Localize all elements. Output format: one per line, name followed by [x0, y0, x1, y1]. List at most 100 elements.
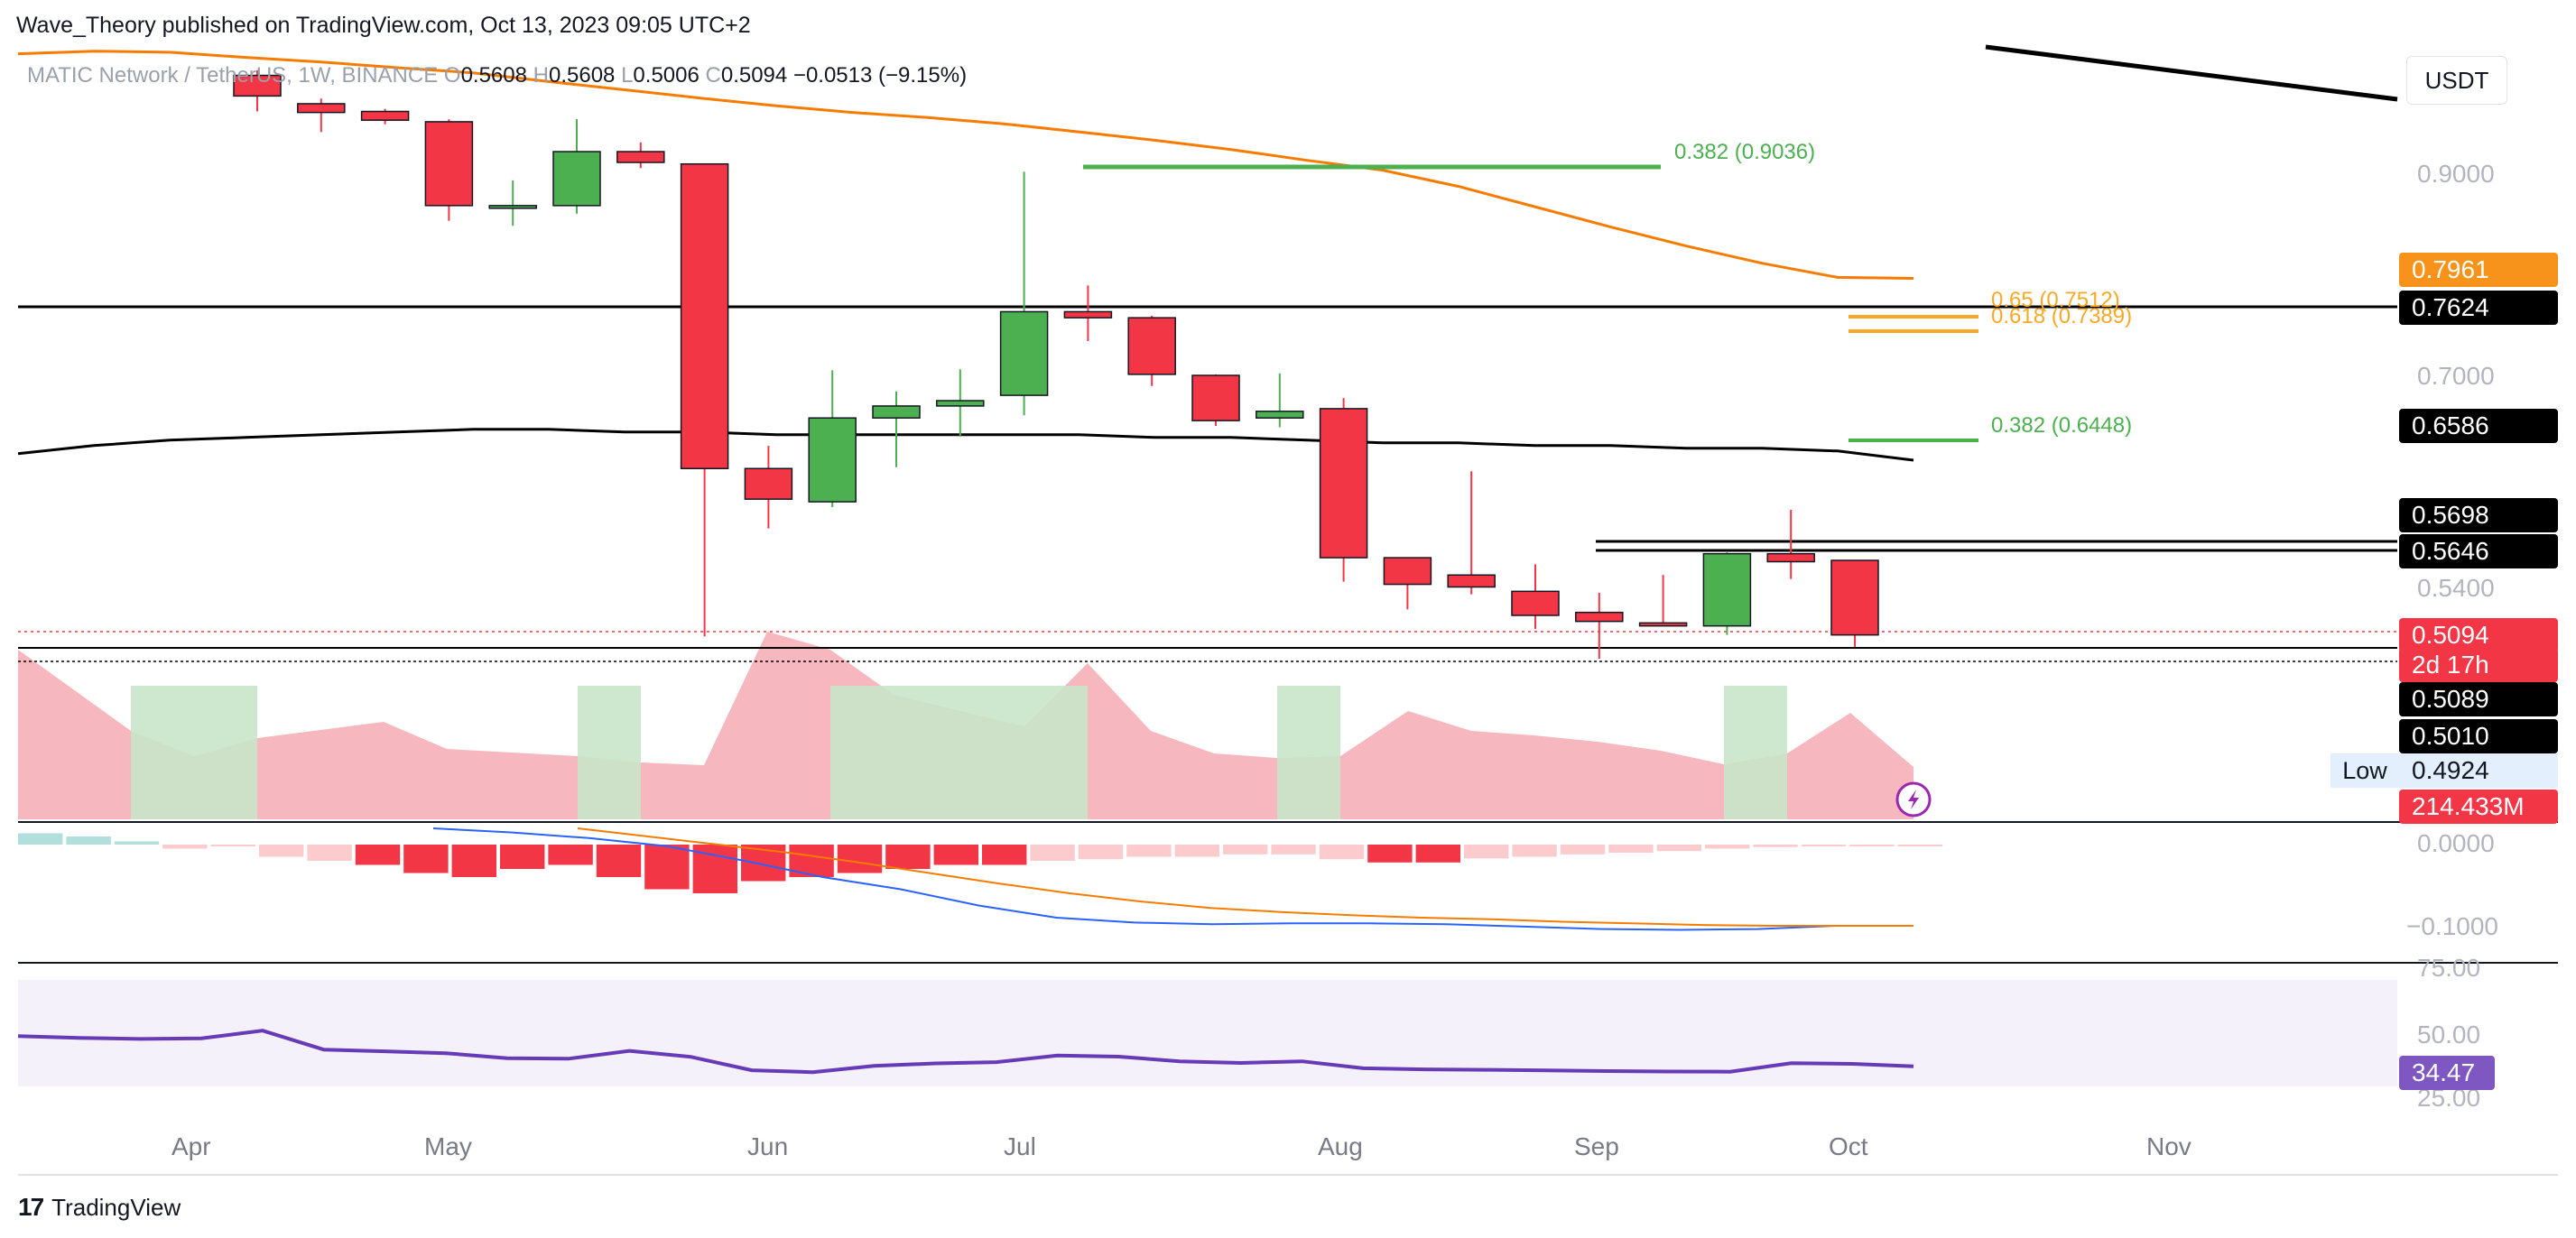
- macd-bar: [18, 833, 63, 845]
- macd-bar: [644, 845, 690, 890]
- high-value: 0.5608: [548, 63, 616, 88]
- candle-body: [1766, 552, 1815, 563]
- macd-bar: [982, 845, 1027, 865]
- candle-body: [872, 405, 921, 419]
- macd-bar: [933, 845, 978, 865]
- macd-bar: [210, 845, 255, 846]
- macd-bar: [1560, 845, 1606, 855]
- x-tick: May: [424, 1132, 472, 1160]
- macd-bar: [1512, 845, 1557, 857]
- x-tick: Aug: [1318, 1132, 1363, 1160]
- low-label: Low: [2330, 753, 2399, 788]
- macd-bar: [1705, 845, 1750, 849]
- macd-bar: [548, 845, 593, 865]
- volume-area: [18, 632, 1913, 819]
- fib-label-lower: 0.382 (0.6448): [1991, 413, 2132, 438]
- rsi-tick: 50.00: [2417, 1021, 2480, 1049]
- time-axis: Apr May Jun Jul Aug Sep Oct Nov: [171, 1132, 2191, 1160]
- ema-black-line: [17, 428, 1914, 462]
- volume-area-green-segment: [1277, 686, 1340, 819]
- volume-area-green-segment: [131, 686, 257, 819]
- price-tag-last: 0.5094: [2399, 618, 2558, 652]
- price-tag-resistance: 0.7624: [2399, 291, 2558, 325]
- x-tick: Nov: [2146, 1132, 2191, 1160]
- y-tick: 0.5400: [2417, 574, 2495, 602]
- macd-bar: [1464, 845, 1509, 859]
- x-tick: Oct: [1829, 1132, 1868, 1160]
- candle-body: [616, 151, 665, 163]
- candle-body: [936, 400, 985, 407]
- macd-bar: [1608, 845, 1654, 853]
- price-tag-support-a: 0.5089: [2399, 682, 2558, 716]
- candle-body: [1830, 559, 1879, 636]
- ema-orange-line: [17, 50, 1914, 280]
- fib-label-0618: 0.618 (0.7389): [1991, 304, 2132, 328]
- price-tag-level-b: 0.5646: [2399, 534, 2558, 568]
- candle-body: [999, 310, 1049, 396]
- macd-bar: [1223, 845, 1268, 855]
- macd-bar: [259, 845, 304, 857]
- macd-bar: [1030, 845, 1075, 861]
- macd-bar: [1415, 845, 1460, 863]
- rsi-tick: 75.00: [2417, 954, 2480, 982]
- macd-bar: [114, 841, 160, 845]
- x-tick: Sep: [1574, 1132, 1619, 1160]
- candle-body: [1319, 408, 1368, 559]
- macd-bar: [1897, 845, 1942, 846]
- candle-body: [1256, 411, 1304, 419]
- macd-bar: [403, 845, 449, 873]
- macd-bar: [885, 845, 931, 869]
- macd-bar: [1753, 845, 1798, 847]
- x-tick: Jun: [747, 1132, 788, 1160]
- x-tick: Jul: [1004, 1132, 1036, 1160]
- macd-tick: 0.0000: [2417, 829, 2495, 857]
- candle-body: [1511, 590, 1560, 616]
- low-value: 0.5006: [633, 63, 700, 88]
- tradingview-logo-icon: 17: [18, 1193, 44, 1221]
- candle-body: [808, 417, 857, 503]
- trendline-black: [1985, 44, 2398, 102]
- candle-body: [1575, 611, 1624, 623]
- volume-area-green-segment: [1724, 686, 1787, 819]
- price-tag-ema-black: 0.6586: [2399, 409, 2558, 443]
- rsi-band: [18, 980, 2397, 1086]
- macd-bar: [355, 845, 401, 865]
- macd-bar: [1319, 845, 1365, 860]
- rsi-tag: 34.47: [2399, 1056, 2495, 1090]
- brand-name: TradingView: [51, 1193, 181, 1221]
- macd-bar: [451, 845, 496, 877]
- macd-bar: [500, 845, 545, 869]
- macd-bar: [1849, 845, 1895, 846]
- price-tag-ema-orange: 0.7961: [2399, 253, 2558, 287]
- candle-body: [552, 151, 601, 207]
- tradingview-brand[interactable]: 17 TradingView: [18, 1193, 181, 1222]
- candle-body: [297, 103, 346, 114]
- macd-bar: [1271, 845, 1316, 855]
- low-value-tag: 0.4924: [2399, 753, 2558, 788]
- macd-line: [432, 827, 1913, 931]
- candle-body: [1447, 574, 1496, 588]
- macd-histogram: [18, 833, 1942, 893]
- macd-bar: [1174, 845, 1219, 857]
- currency-button[interactable]: USDT: [2406, 56, 2507, 105]
- close-value: 0.5094: [720, 63, 788, 88]
- price-tag-level-a: 0.5698: [2399, 498, 2558, 532]
- candle-body: [680, 162, 729, 469]
- volume-tag: 214.433M: [2399, 790, 2558, 824]
- price-tag-support-b: 0.5010: [2399, 719, 2558, 753]
- macd-bar: [307, 845, 352, 861]
- candles: [233, 69, 1879, 660]
- candle-body: [1191, 374, 1240, 421]
- fib-label-065: 0.65 (0.7512): [1991, 288, 2120, 312]
- x-tick: Apr: [171, 1132, 211, 1160]
- bar-countdown: 2d 17h: [2399, 648, 2558, 682]
- rsi-line: [17, 1029, 1914, 1075]
- macd-bar: [1656, 845, 1701, 852]
- macd-bar: [162, 845, 208, 849]
- candle-body: [488, 205, 537, 209]
- open-value: 0.5608: [460, 63, 527, 88]
- macd-bar: [596, 845, 642, 877]
- volume-area-green-segment: [578, 686, 641, 819]
- macd-tick: −0.1000: [2406, 912, 2498, 940]
